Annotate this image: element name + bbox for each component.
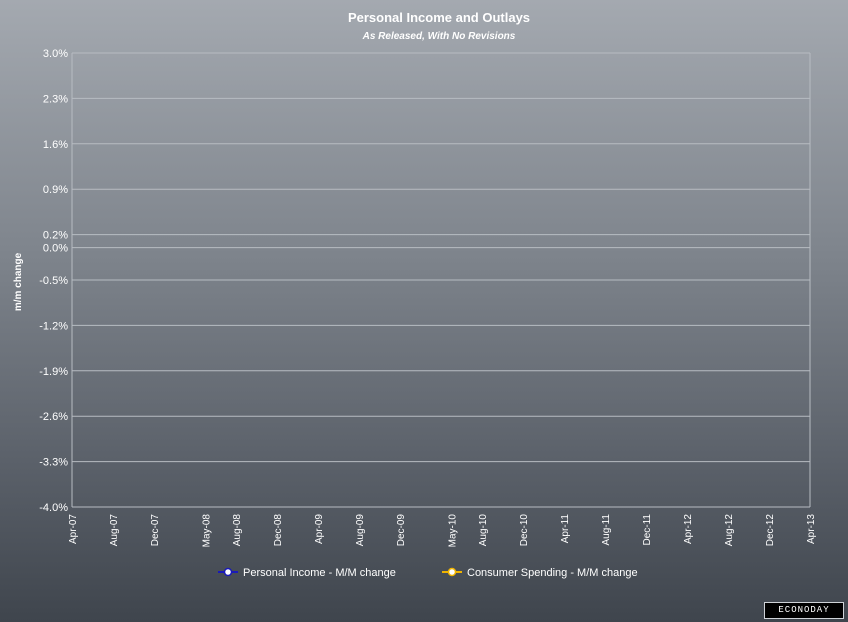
x-tick-label: Apr-07 <box>68 514 79 544</box>
legend: Personal Income - M/M change Consumer Spe… <box>218 567 638 579</box>
x-axis-ticks: Apr-07 Aug-07 Dec-07 May-08 Aug-08 Dec-08 Apr-… <box>68 514 817 548</box>
econoday-logo: ECONODAY <box>764 602 844 619</box>
legend-label: Personal Income - M/M change <box>243 567 396 579</box>
y-tick-label: 2.3% <box>43 93 68 105</box>
x-tick-label: May-08 <box>201 514 212 548</box>
x-tick-label: Apr-09 <box>314 514 325 544</box>
x-tick-label: May-10 <box>447 514 458 548</box>
x-tick-label: Aug-09 <box>355 514 366 547</box>
x-tick-label: Aug-12 <box>724 514 735 547</box>
legend-marker <box>223 567 233 577</box>
grid-lines <box>71 52 811 508</box>
y-tick-label: 0.0% <box>43 243 68 255</box>
x-tick-label: Aug-11 <box>601 514 612 546</box>
y-tick-label: -1.9% <box>39 366 68 378</box>
y-tick-label: 1.6% <box>43 139 68 151</box>
x-tick-label: Dec-07 <box>150 514 161 547</box>
y-tick-label: -3.3% <box>39 457 68 469</box>
y-axis-label: m/m change <box>13 252 24 311</box>
x-tick-label: Dec-09 <box>396 514 407 547</box>
x-tick-label: Dec-08 <box>273 514 284 547</box>
y-tick-label: -1.2% <box>39 320 68 332</box>
legend-label: Consumer Spending - M/M change <box>467 567 638 579</box>
x-tick-label: Aug-10 <box>478 514 489 547</box>
x-tick-label: Dec-10 <box>519 514 530 547</box>
x-tick-label: Dec-11 <box>642 514 653 546</box>
chart-title: Personal Income and Outlays <box>348 10 530 25</box>
x-tick-label: Apr-12 <box>683 514 694 544</box>
y-tick-label: -2.6% <box>39 411 68 423</box>
x-tick-label: Dec-12 <box>765 514 776 547</box>
y-tick-label: -0.5% <box>39 275 68 287</box>
x-tick-label: Aug-08 <box>232 514 243 547</box>
legend-marker <box>447 567 457 577</box>
x-tick-label: Apr-13 <box>806 514 817 544</box>
y-tick-label: -4.0% <box>39 502 68 514</box>
y-tick-label: 0.9% <box>43 184 68 196</box>
y-tick-label: 0.2% <box>43 230 68 242</box>
chart-subtitle: As Released, With No Revisions <box>362 31 516 42</box>
x-tick-label: Aug-07 <box>109 514 120 547</box>
y-tick-label: 3.0% <box>43 48 68 60</box>
y-axis-ticks: 3.0% 2.3% 1.6% 0.9% 0.2%0.0% -0.5% -1.2% -1.9% -… <box>39 48 68 514</box>
x-tick-label: Apr-11 <box>560 514 571 544</box>
